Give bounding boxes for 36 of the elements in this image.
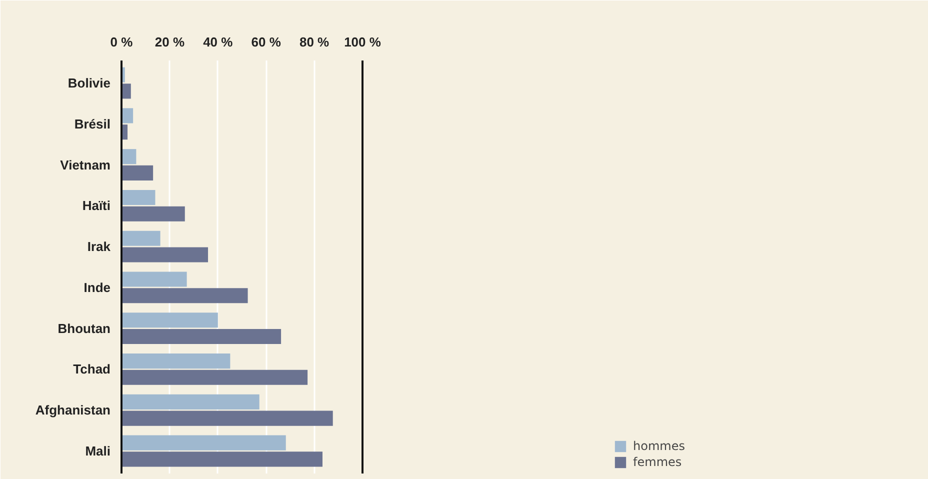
legend-label: hommes — [633, 439, 685, 453]
y-tick-label: Tchad — [73, 362, 111, 377]
bar — [122, 165, 154, 180]
y-tick-label: Bolivie — [68, 75, 110, 90]
bar — [122, 206, 185, 222]
y-tick-label: Afghanistan — [35, 402, 111, 418]
y-tick-label: Bhoutan — [58, 320, 111, 336]
x-tick-label: 40 % — [203, 34, 234, 50]
bar — [122, 190, 156, 206]
bar — [122, 230, 160, 246]
bar — [122, 328, 282, 344]
bar — [122, 84, 131, 99]
bar — [122, 312, 218, 328]
bar — [122, 108, 134, 124]
x-tick-label: 80 % — [299, 34, 330, 50]
bar — [122, 452, 322, 467]
x-tick-label: 60 % — [251, 34, 282, 50]
x-tick-label: 20 % — [154, 34, 185, 50]
bar — [122, 394, 260, 410]
bar — [122, 272, 187, 287]
bar — [122, 288, 248, 304]
x-tick-label: 100 % — [344, 34, 382, 50]
x-tick-label: 0 % — [110, 34, 134, 50]
legend-label: femmes — [633, 455, 682, 469]
bar — [122, 247, 208, 262]
bar — [122, 435, 286, 450]
y-tick-label: Brésil — [74, 116, 111, 132]
y-tick-label: Irak — [87, 239, 112, 254]
bar — [122, 410, 333, 426]
bar — [122, 354, 230, 369]
bar — [122, 370, 308, 385]
y-tick-label: Haïti — [82, 198, 110, 214]
bar — [122, 149, 136, 164]
y-tick-label: Vietnam — [60, 157, 111, 172]
y-tick-label: Mali — [85, 444, 111, 459]
y-tick-label: Inde — [84, 280, 111, 295]
